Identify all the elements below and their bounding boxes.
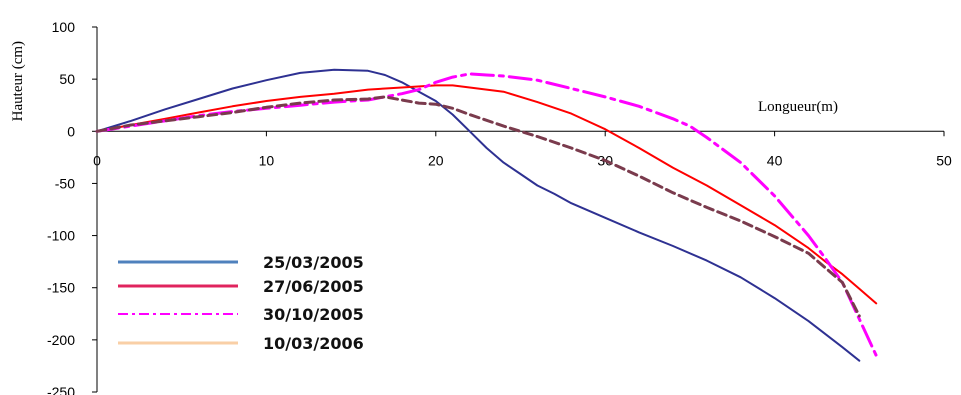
series-line-1: [96, 68, 861, 362]
y-tick-label: -250: [47, 384, 75, 395]
y-tick-label: 50: [59, 71, 75, 87]
series-line-2: [96, 84, 878, 305]
legend-label-4: 10/03/2006: [263, 334, 364, 353]
x-tick-label: 0: [93, 152, 101, 168]
x-axis-title: Longueur(m): [758, 99, 838, 115]
chart-series-layer: [95, 68, 878, 362]
y-tick-label: -150: [47, 280, 75, 296]
y-axis-title: Hauteur (cm): [10, 41, 26, 121]
chart-legend: 25/03/2005 27/06/2005 30/10/2005 10/03/2006: [118, 253, 364, 353]
legend-label-3: 30/10/2005: [263, 305, 364, 324]
x-tick-label: 40: [767, 152, 783, 168]
y-tick-label: 0: [67, 123, 75, 139]
legend-label-1: 25/03/2005: [263, 253, 364, 272]
y-tick-label: -50: [55, 175, 75, 191]
x-tick-label: 50: [936, 152, 952, 168]
y-tick-label: -100: [47, 228, 75, 244]
y-tick-label: -200: [47, 332, 75, 348]
x-tick-label: 20: [428, 152, 444, 168]
x-tick-label: 10: [259, 152, 275, 168]
y-tick-label: 100: [52, 19, 76, 35]
series-line-4: [95, 95, 861, 318]
series-line-3: [95, 72, 878, 357]
legend-label-2: 27/06/2005: [263, 277, 364, 296]
